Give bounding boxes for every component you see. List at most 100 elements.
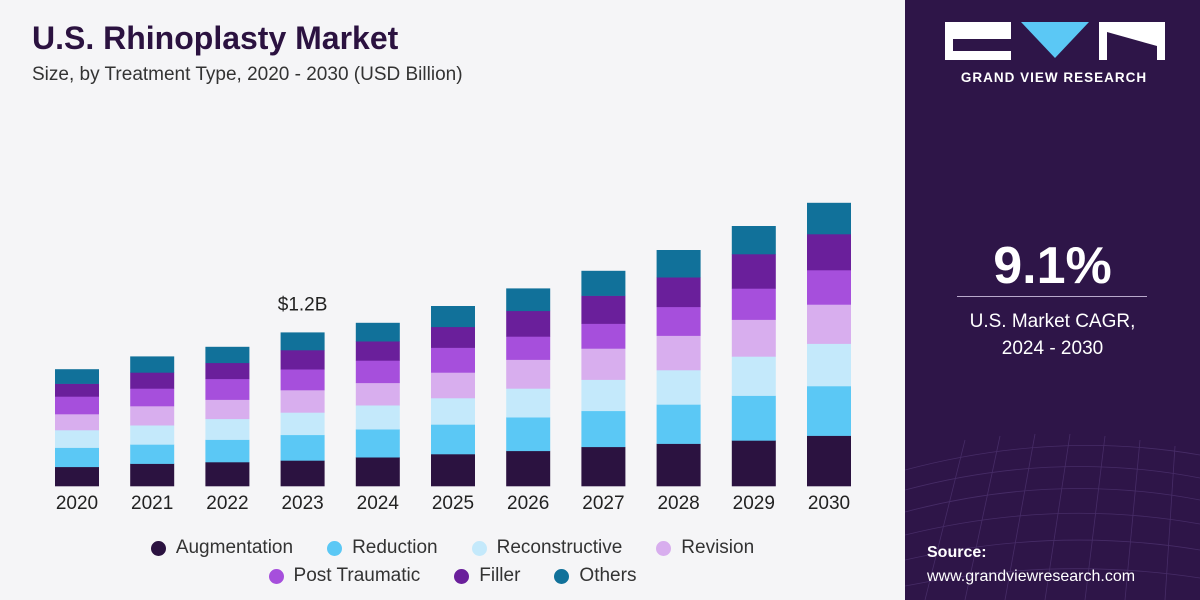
bar-segment-reconstructive-2029 [731, 356, 776, 396]
bar-segment-filler-2023 [280, 350, 325, 370]
x-tick-label: 2020 [56, 493, 98, 514]
bar-segment-post-traumatic-2025 [431, 347, 475, 373]
bar-segment-revision-2021 [130, 406, 175, 426]
bar-segment-post-traumatic-2029 [731, 288, 776, 320]
bar-segment-filler-2026 [506, 310, 551, 337]
bar-segment-reconstructive-2021 [130, 425, 175, 445]
bar-segment-reduction-2027 [581, 410, 626, 448]
value-annotation: $1.2B [278, 294, 328, 315]
bar-segment-post-traumatic-2021 [130, 388, 175, 407]
gvr-logo-icon [945, 22, 1165, 60]
legend-item-augmentation: Augmentation [150, 537, 294, 559]
bar-segment-revision-2023 [280, 390, 325, 413]
legend-row: Augmentation Reduction Reconstructive Revis… [0, 534, 905, 562]
bar-segment-revision-2029 [731, 319, 776, 357]
bar-segment-filler-2029 [731, 254, 776, 289]
bar-segment-reconstructive-2020 [55, 430, 99, 448]
legend-swatch-icon [471, 540, 487, 556]
chart-area: U.S. Rhinoplasty Market Size, by Treatme… [0, 20, 905, 590]
legend-swatch-icon [554, 568, 570, 584]
bar-segment-augmentation-2024 [355, 457, 400, 487]
legend-label: Revision [681, 537, 755, 558]
legend-label: Reduction [352, 537, 438, 558]
source-link[interactable]: www.grandviewresearch.com [927, 568, 1136, 585]
x-tick-label: 2021 [131, 493, 173, 514]
bar-segment-filler-2020 [55, 383, 99, 397]
bar-segment-post-traumatic-2024 [355, 360, 400, 384]
legend-item-revision: Revision [656, 537, 754, 559]
bar-segment-others-2024 [355, 322, 400, 342]
bar-segment-post-traumatic-2030 [807, 270, 851, 305]
bar-segment-others-2025 [431, 306, 475, 328]
x-tick-label: 2022 [206, 493, 248, 514]
sidebar-panel: GRAND VIEW RESEARCH 9.1% U.S. Market CAG… [905, 0, 1200, 600]
bar-segment-augmentation-2021 [130, 463, 175, 487]
bar-segment-reduction-2026 [506, 417, 551, 452]
bar-segment-reconstructive-2024 [355, 405, 400, 430]
bar-segment-augmentation-2022 [205, 462, 250, 487]
chart-legend: Augmentation Reduction Reconstructive Revis… [0, 534, 905, 590]
bar-segment-reduction-2030 [807, 386, 851, 436]
bar-segment-others-2022 [205, 346, 250, 364]
bar-segment-others-2023 [280, 332, 325, 351]
legend-label: Post Traumatic [293, 565, 421, 586]
bar-segment-augmentation-2025 [431, 454, 475, 487]
bar-segment-others-2028 [656, 250, 701, 278]
x-tick-label: 2024 [357, 493, 400, 514]
bar-segment-filler-2021 [130, 372, 175, 389]
bar-segment-augmentation-2030 [807, 435, 851, 487]
bar-segment-reconstructive-2025 [431, 398, 475, 425]
bar-segment-others-2029 [731, 226, 776, 255]
stacked-bar-chart: 2020 2021 2022 2023 $1.2B 2024 2025 2026 2027 202… [55, 202, 851, 514]
legend-label: Augmentation [175, 537, 294, 558]
bar-segment-reduction-2024 [355, 429, 400, 458]
bar-segment-post-traumatic-2020 [55, 396, 99, 415]
cagr-label-line2: 2024 - 2030 [1001, 338, 1104, 359]
legend-swatch-icon [656, 540, 672, 556]
bar-segment-others-2021 [130, 356, 175, 373]
x-tick-label: 2029 [733, 493, 775, 514]
bar-segment-reduction-2020 [55, 447, 99, 468]
bar-segment-filler-2024 [355, 341, 400, 361]
legend-item-post-traumatic: Post Traumatic [268, 565, 421, 587]
bar-segment-reconstructive-2027 [581, 379, 626, 412]
bar-segment-reconstructive-2022 [205, 418, 250, 440]
bar-segment-revision-2024 [355, 382, 400, 406]
bar-segment-augmentation-2023 [280, 460, 325, 487]
bar-segment-reconstructive-2026 [506, 388, 551, 418]
bar-segment-reduction-2023 [280, 434, 325, 461]
legend-item-reduction: Reduction [327, 537, 438, 559]
bar-segment-filler-2027 [581, 295, 626, 324]
bar-segment-others-2026 [506, 288, 551, 312]
bar-segment-revision-2030 [807, 304, 851, 344]
bar-segment-post-traumatic-2026 [506, 336, 551, 360]
bar-segment-reduction-2022 [205, 439, 250, 463]
bar-segment-reconstructive-2030 [807, 343, 851, 387]
legend-swatch-icon [454, 568, 470, 584]
cagr-label-line1: U.S. Market CAGR, [969, 311, 1136, 332]
bar-segment-revision-2022 [205, 399, 250, 420]
bar-segment-others-2020 [55, 369, 99, 384]
chart-subtitle: Size, by Treatment Type, 2020 - 2030 (US… [32, 64, 463, 85]
bar-segment-filler-2028 [656, 277, 701, 308]
bar-segment-reduction-2029 [731, 395, 776, 441]
chart-title: U.S. Rhinoplasty Market [32, 20, 399, 56]
bar-segment-augmentation-2027 [581, 446, 626, 487]
bar-segment-reduction-2028 [656, 404, 701, 444]
legend-row: Post Traumatic Filler Others [0, 562, 905, 590]
bar-segment-augmentation-2029 [731, 440, 776, 487]
brand-name: GRAND VIEW RESEARCH [960, 70, 1148, 85]
bar-segment-reconstructive-2028 [656, 370, 701, 405]
legend-label: Reconstructive [496, 537, 623, 558]
bar-segment-revision-2028 [656, 335, 701, 371]
bar-segment-filler-2030 [807, 234, 851, 271]
legend-swatch-icon [150, 540, 166, 556]
x-tick-label: 2027 [582, 493, 624, 514]
x-tick-label: 2030 [808, 493, 850, 514]
cagr-label: U.S. Market CAGR, 2024 - 2030 [905, 308, 1200, 362]
bar-segment-filler-2025 [431, 326, 475, 348]
legend-item-filler: Filler [454, 565, 520, 587]
bar-segment-reduction-2025 [431, 424, 475, 455]
bar-segment-augmentation-2020 [55, 466, 99, 487]
wireframe-grid-graphic [905, 433, 1200, 600]
